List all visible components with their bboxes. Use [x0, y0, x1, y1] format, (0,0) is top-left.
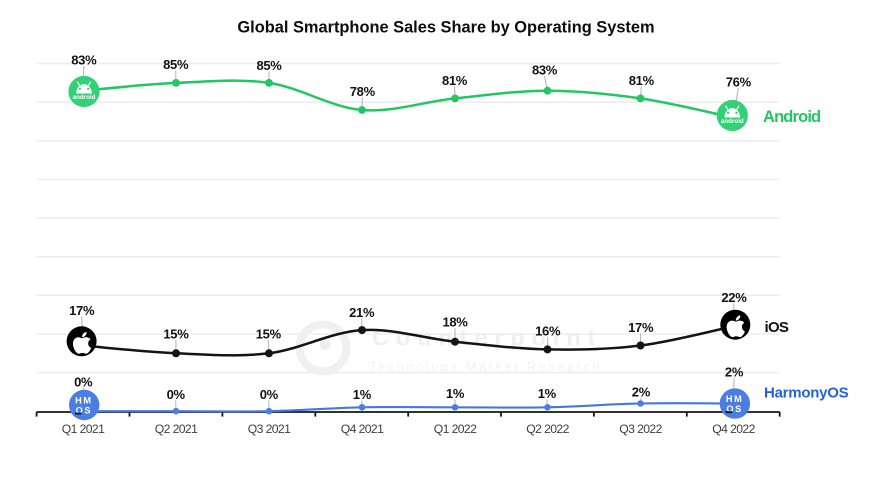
svg-text:85%: 85% [256, 58, 282, 73]
svg-text:2%: 2% [725, 364, 744, 379]
svg-text:83%: 83% [71, 53, 97, 68]
svg-text:22%: 22% [721, 290, 747, 305]
svg-text:Q2 2022: Q2 2022 [526, 422, 569, 436]
svg-text:Q1 2021: Q1 2021 [62, 422, 105, 436]
svg-text:85%: 85% [163, 57, 189, 72]
svg-text:83%: 83% [532, 63, 558, 78]
svg-text:15%: 15% [163, 326, 189, 341]
svg-text:76%: 76% [726, 75, 752, 90]
svg-text:17%: 17% [69, 303, 95, 318]
svg-text:78%: 78% [350, 84, 376, 99]
svg-text:15%: 15% [256, 326, 282, 341]
svg-text:Q4 2022: Q4 2022 [712, 422, 755, 436]
svg-text:0%: 0% [74, 374, 93, 389]
svg-text:iOS: iOS [765, 319, 789, 336]
svg-text:21%: 21% [349, 305, 375, 320]
svg-text:1%: 1% [353, 387, 372, 402]
svg-text:Android: Android [763, 108, 820, 126]
svg-text:android: android [73, 94, 96, 101]
svg-text:Q2 2021: Q2 2021 [155, 422, 198, 436]
svg-text:18%: 18% [442, 315, 468, 330]
svg-text:16%: 16% [535, 323, 561, 338]
svg-text:1%: 1% [538, 386, 557, 401]
svg-text:1%: 1% [446, 386, 465, 401]
svg-text:81%: 81% [442, 73, 468, 88]
svg-text:HM: HM [726, 394, 744, 404]
svg-text:81%: 81% [629, 73, 655, 88]
svg-text:2%: 2% [632, 384, 651, 399]
svg-text:Q1 2022: Q1 2022 [434, 422, 477, 436]
svg-text:HM: HM [75, 395, 93, 405]
svg-text:Technology Market Research: Technology Market Research [369, 360, 602, 374]
svg-text:Counterpoint: Counterpoint [372, 325, 602, 351]
svg-text:Q4 2021: Q4 2021 [341, 422, 384, 436]
svg-text:17%: 17% [628, 320, 654, 335]
svg-text:Q3 2021: Q3 2021 [248, 422, 291, 436]
svg-text:Global Smartphone Sales Share: Global Smartphone Sales Share by Operati… [237, 19, 654, 37]
svg-text:HarmonyOS: HarmonyOS [764, 384, 849, 401]
svg-text:android: android [721, 118, 744, 125]
svg-text:0%: 0% [260, 387, 279, 402]
svg-text:0%: 0% [167, 387, 186, 402]
svg-text:Q3 2022: Q3 2022 [619, 422, 662, 436]
